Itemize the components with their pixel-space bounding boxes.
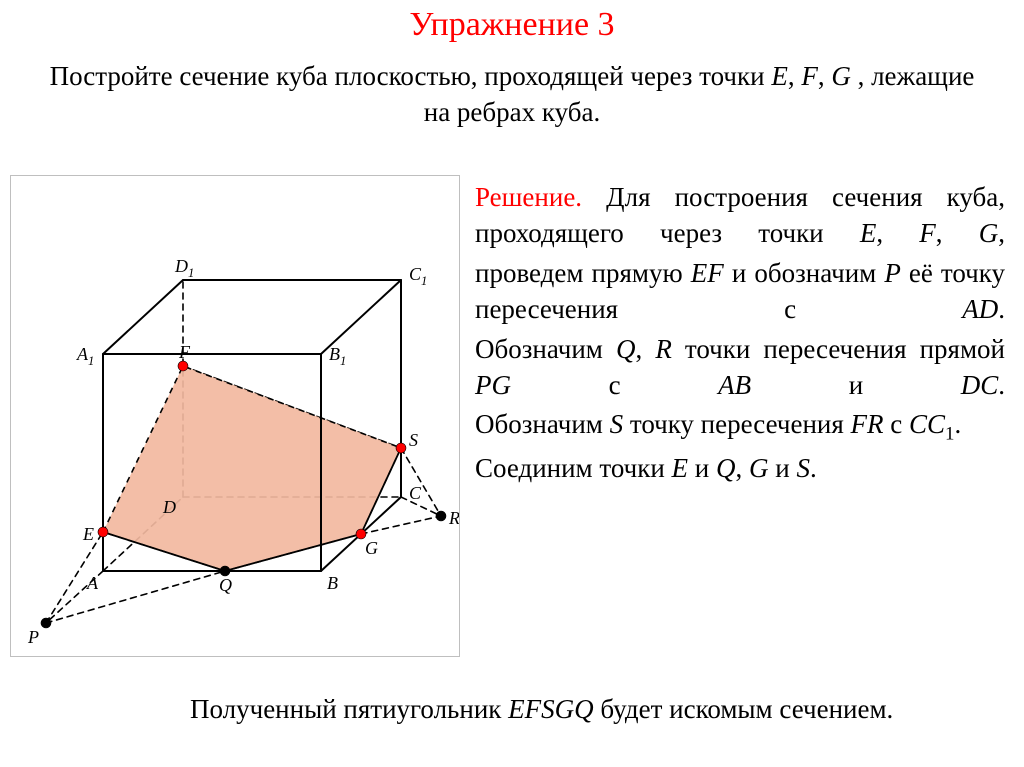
svg-text:C1: C1	[409, 264, 427, 288]
svg-text:D1: D1	[174, 256, 194, 280]
solution-p4: Обозначим S точку пересечения FR с CC1.	[475, 407, 1005, 447]
diagram-container: A B C D A1 B1 C1 D1 E F G S Q P R	[10, 175, 460, 657]
solution-p1: Решение. Для построения сечения куба, пр…	[475, 180, 1005, 252]
svg-text:B: B	[327, 573, 338, 593]
svg-text:S: S	[409, 430, 418, 450]
svg-text:E: E	[82, 524, 94, 544]
svg-text:G: G	[365, 538, 378, 558]
page: Упражнение 3 Постройте сечение куба плос…	[0, 0, 1024, 767]
svg-text:Q: Q	[219, 575, 232, 595]
exercise-title: Упражнение 3	[0, 6, 1024, 44]
svg-text:A1: A1	[76, 344, 94, 368]
solution-p5: Соединим точки E и Q, G и S.	[475, 451, 1005, 487]
cube-diagram: A B C D A1 B1 C1 D1 E F G S Q P R	[11, 176, 459, 656]
svg-text:D: D	[162, 497, 176, 517]
solution-p2: проведем прямую EF и обозначим P её точк…	[475, 256, 1005, 328]
solution-final: Полученный пятиугольник EFSGQ будет иско…	[190, 694, 1005, 725]
svg-text:A: A	[86, 573, 99, 593]
svg-text:F: F	[178, 342, 191, 362]
solution-p3: Обозначим Q, R точки пересечения прямой …	[475, 332, 1005, 404]
problem-statement: Постройте сечение куба плоскостью, прохо…	[40, 58, 984, 131]
solution-block: Решение. Для построения сечения куба, пр…	[475, 180, 1005, 491]
problem-text: Постройте сечение куба плоскостью, прохо…	[50, 61, 975, 127]
title-text: Упражнение 3	[409, 6, 614, 43]
svg-text:P: P	[27, 627, 39, 647]
svg-text:R: R	[448, 508, 459, 528]
svg-text:C: C	[409, 483, 422, 503]
svg-text:B1: B1	[329, 344, 346, 368]
solution-label: Решение.	[475, 182, 582, 212]
